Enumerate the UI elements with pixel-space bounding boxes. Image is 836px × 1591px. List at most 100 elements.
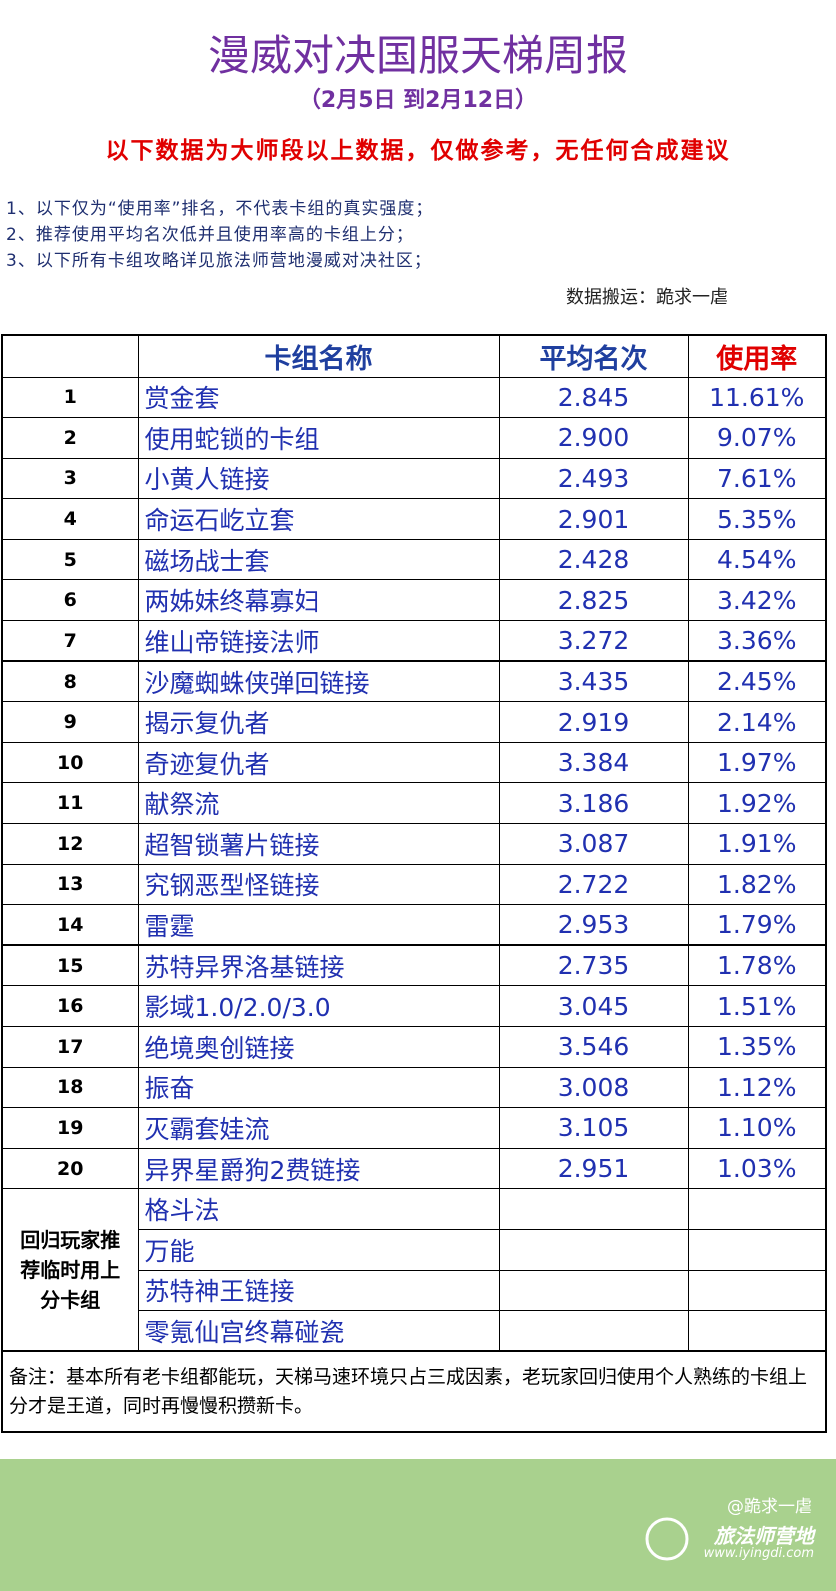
remark-row: 备注：基本所有老卡组都能玩，天梯马速环境只占三成因素，老玩家回归使用个人熟练的卡… [1, 1350, 827, 1433]
ranking-table: 卡组名称 平均名次 使用率 1 赏金套 2.845 11.61% 2 使用蛇锁的卡组 2.9… [1, 334, 827, 1434]
cell: 3.105 [498, 1107, 689, 1149]
cell: 命运石屹立套 [137, 498, 500, 540]
cell: 雷霆 [137, 904, 500, 946]
cell: 2.14% [687, 701, 827, 743]
cell: 1 [1, 376, 139, 419]
cell: 1.10% [687, 1107, 827, 1149]
return-row: 苏特神王链接 [2, 1269, 827, 1312]
cell: 5 [1, 538, 139, 581]
cell [498, 1310, 689, 1352]
source: 数据搬运：跪求一虐 [566, 287, 728, 308]
deck-row: 16 影域1.0/2.0/3.0 3.045 1.51% [1, 985, 827, 1027]
return-row: 零氪仙宫终幕碰瓷 [2, 1310, 827, 1352]
deck-row: 10 奇迹复仇者 3.384 1.97% [1, 741, 827, 784]
cell: 1.82% [687, 863, 827, 906]
cell: 万能 [137, 1228, 500, 1271]
deck-row: 18 振奋 3.008 1.12% [1, 1066, 827, 1109]
cell [687, 1269, 827, 1312]
deck-row: 6 两姊妹终幕寡妇 2.825 3.42% [1, 579, 827, 622]
cell: 11 [1, 782, 139, 825]
cell: 1.97% [687, 741, 827, 784]
cell: 11.61% [687, 376, 827, 419]
cell: 1.51% [687, 985, 827, 1027]
cell: 15 [1, 944, 139, 987]
cell: 赏金套 [137, 376, 500, 419]
note: 2、推荐使用平均名次低并且使用率高的卡组上分； [6, 225, 414, 245]
cell: 13 [1, 863, 139, 906]
cell: 揭示复仇者 [137, 701, 500, 743]
cell: 3.42% [687, 579, 827, 622]
cell [687, 1188, 827, 1230]
cell: 格斗法 [137, 1188, 500, 1230]
cell: 1.78% [687, 944, 827, 987]
cell: 3.384 [498, 741, 689, 784]
deck-row: 7 维山帝链接法师 3.272 3.36% [1, 620, 827, 662]
cell: 2.901 [498, 498, 689, 540]
cell: 沙魔蜘蛛侠弹回链接 [137, 660, 500, 703]
cell: 1.35% [687, 1026, 827, 1068]
cell: 2.722 [498, 863, 689, 906]
cell: 灭霸套娃流 [137, 1107, 500, 1149]
cell: 14 [1, 904, 139, 946]
logo [645, 1517, 689, 1561]
cell: 3.186 [498, 782, 689, 825]
deck-row: 17 绝境奥创链接 3.546 1.35% [1, 1026, 827, 1068]
cell: 3.36% [687, 620, 827, 662]
cell: 5.35% [687, 498, 827, 540]
brand: 旅法师营地 [714, 1524, 814, 1548]
cell: 10 [1, 741, 139, 784]
cell: 1.79% [687, 904, 827, 946]
cell: 维山帝链接法师 [137, 620, 500, 662]
cell: 12 [1, 823, 139, 865]
cell: 3 [1, 457, 139, 500]
return-row: 回归玩家推荐临时用上分卡组 格斗法 [1, 1188, 827, 1352]
header-cell: 使用率 [687, 334, 827, 378]
disclaimer: 以下数据为大师段以上数据，仅做参考，无任何合成建议 [105, 138, 731, 164]
cell [498, 1188, 689, 1230]
cell: 影域1.0/2.0/3.0 [137, 985, 500, 1027]
cell: 3.546 [498, 1026, 689, 1068]
deck-row: 9 揭示复仇者 2.919 2.14% [1, 701, 827, 743]
note: 1、以下仅为“使用率”排名，不代表卡组的真实强度； [6, 199, 434, 219]
cell: 绝境奥创链接 [137, 1026, 500, 1068]
deck-row: 14 雷霆 2.953 1.79% [1, 904, 827, 946]
cell: 异界星爵狗2费链接 [137, 1147, 500, 1190]
cell: 20 [1, 1147, 139, 1190]
cell [498, 1269, 689, 1312]
header-cell: 卡组名称 [137, 334, 500, 378]
cell: 苏特神王链接 [137, 1269, 500, 1312]
deck-row: 19 灭霸套娃流 3.105 1.10% [1, 1107, 827, 1149]
deck-row: 3 小黄人链接 2.493 7.61% [1, 457, 827, 500]
cell: 小黄人链接 [137, 457, 500, 500]
cell: 2.493 [498, 457, 689, 500]
remark: 备注：基本所有老卡组都能玩，天梯马速环境只占三成因素，老玩家回归使用个人熟练的卡… [1, 1350, 827, 1433]
cell: 4 [1, 498, 139, 540]
cell: 奇迹复仇者 [137, 741, 500, 784]
cell [498, 1228, 689, 1271]
cell: 4.54% [687, 538, 827, 581]
deck-row: 8 沙魔蜘蛛侠弹回链接 3.435 2.45% [1, 660, 827, 703]
deck-row: 4 命运石屹立套 2.901 5.35% [1, 498, 827, 540]
cell: 16 [1, 985, 139, 1027]
title: 漫威对决国服天梯周报 [207, 31, 628, 80]
cell: 7.61% [687, 457, 827, 500]
cell: 2.951 [498, 1147, 689, 1190]
cell: 2.919 [498, 701, 689, 743]
return-label: 回归玩家推荐临时用上分卡组 [1, 1188, 139, 1352]
cell: 3.008 [498, 1066, 689, 1109]
deck-row: 2 使用蛇锁的卡组 2.900 9.07% [1, 417, 827, 459]
cell: 3.272 [498, 620, 689, 662]
cell: 使用蛇锁的卡组 [137, 417, 500, 459]
cell: 18 [1, 1066, 139, 1109]
cell: 零氪仙宫终幕碰瓷 [137, 1310, 500, 1352]
deck-row: 12 超智锁薯片链接 3.087 1.91% [1, 823, 827, 865]
subtitle: （2月5日 到2月12日） [298, 88, 538, 113]
cell: 19 [1, 1107, 139, 1149]
cell: 3.087 [498, 823, 689, 865]
cell: 2.428 [498, 538, 689, 581]
cell: 3.045 [498, 985, 689, 1027]
cell: 3.435 [498, 660, 689, 703]
cell: 苏特异界洛基链接 [137, 944, 500, 987]
cell: 1.91% [687, 823, 827, 865]
